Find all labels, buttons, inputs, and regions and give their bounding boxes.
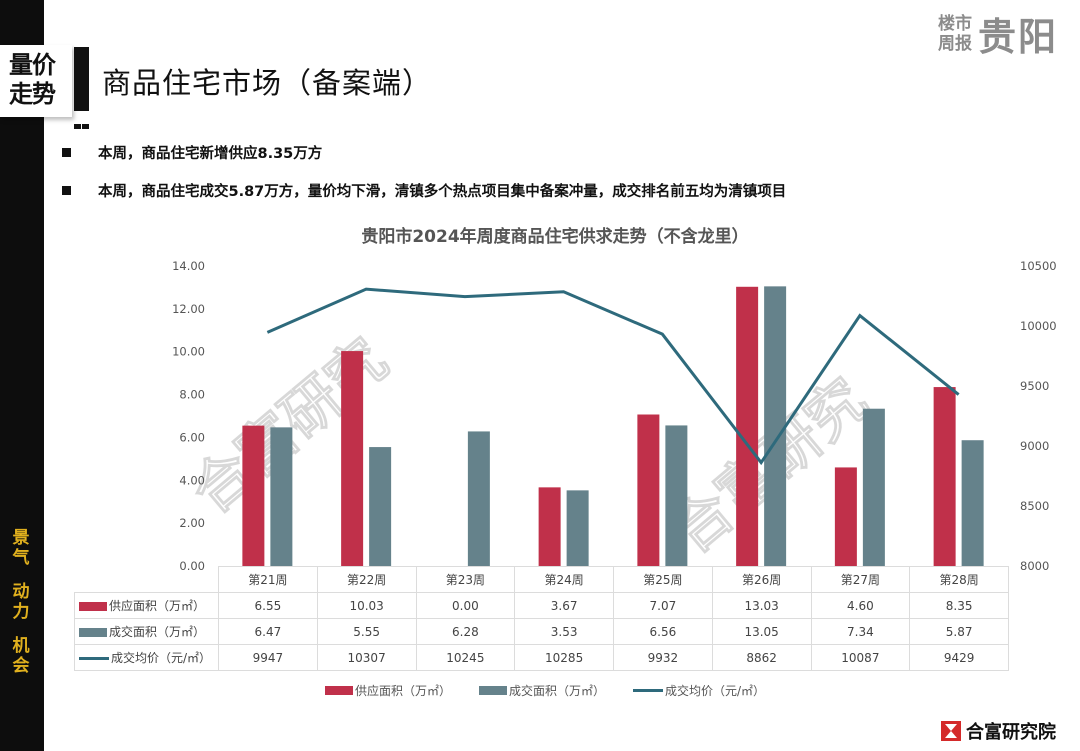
section-tag-text: 量价 走势: [9, 51, 69, 109]
price-line: [266, 287, 960, 466]
category-header: 第28周: [909, 566, 1009, 593]
svg-text:10000: 10000: [1020, 319, 1057, 333]
legend-label: 供应面积（万㎡）: [354, 684, 451, 698]
left-sidebar-bar: [0, 0, 44, 751]
row-label: 供应面积（万㎡）: [109, 599, 206, 613]
chart-legend: 供应面积（万㎡） 成交面积（万㎡） 成交均价（元/㎡）: [0, 682, 1080, 699]
table-row-deal: 成交面积（万㎡） 6.47 5.55 6.28 3.53 6.56 13.05 …: [74, 618, 1009, 645]
category-header: 第21周: [218, 566, 318, 593]
supply-swatch-icon: [79, 602, 107, 611]
table-cell: 13.05: [711, 618, 812, 645]
legend-label: 成交均价（元/㎡）: [664, 684, 766, 698]
page-title: 商品住宅市场（备案端）: [102, 66, 433, 100]
section-tag: 量价 走势: [0, 45, 72, 117]
legend-item-deal[interactable]: 成交面积（万㎡）: [478, 682, 605, 699]
table-cell: 3.53: [514, 618, 614, 645]
table-cell: 5.55: [316, 618, 417, 645]
side-label-1: 景气: [12, 528, 30, 568]
supply-swatch-icon: [324, 686, 353, 695]
svg-text:12.00: 12.00: [172, 302, 205, 316]
brand-city: 贵阳: [977, 15, 1058, 59]
title-accent-bar: [74, 47, 89, 111]
row-label: 成交面积（万㎡）: [109, 625, 206, 639]
brand-line2: 周报: [937, 33, 972, 54]
category-header: 第27周: [810, 566, 911, 593]
table-cell: 9932: [613, 644, 713, 671]
category-header: 第25周: [613, 566, 713, 593]
table-cell: 8862: [711, 644, 812, 671]
svg-text:6.00: 6.00: [179, 430, 205, 444]
chart-title: 贵阳市2024年周度商品住宅供求走势（不含龙里）: [361, 227, 749, 247]
table-cell: 10087: [810, 644, 911, 671]
svg-text:9000: 9000: [1020, 439, 1049, 453]
legend-item-supply[interactable]: 供应面积（万㎡）: [324, 682, 451, 699]
bullet-text: 本周，商品住宅成交5.87万方，量价均下滑，清镇多个热点项目集中备案冲量，成交排…: [98, 183, 787, 200]
svg-text:9500: 9500: [1020, 379, 1049, 393]
table-cell: 6.56: [613, 618, 713, 645]
legend-item-price[interactable]: 成交均价（元/㎡）: [632, 682, 766, 699]
table-cell: 6.47: [218, 618, 318, 645]
table-cell: 7.07: [613, 592, 713, 619]
svg-text:10.00: 10.00: [172, 345, 205, 359]
table-cell: 10285: [514, 644, 614, 671]
table-cell: 4.60: [810, 592, 911, 619]
table-header-row: 第21周 第22周 第23周 第24周 第25周 第26周 第27周 第28周: [74, 566, 1009, 593]
row-label: 成交均价（元/㎡）: [111, 651, 212, 665]
bullet-text: 本周，商品住宅新增供应8.35万方: [98, 145, 323, 162]
table-cell: 6.28: [415, 618, 516, 645]
company-logo: 合富研究院: [941, 718, 1056, 744]
y-axis-right: 8000 8500 9000 9500 10000 10500: [1020, 259, 1057, 573]
section-tag-line2: 走势: [9, 80, 56, 108]
chart-data-table: 第21周 第22周 第23周 第24周 第25周 第26周 第27周 第28周 …: [74, 566, 1009, 671]
category-header: 第26周: [711, 566, 812, 593]
table-cell: 10.03: [316, 592, 417, 619]
bullet-item: 本周，商品住宅新增供应8.35万方: [62, 142, 786, 162]
table-cell: 7.34: [810, 618, 911, 645]
side-label-2: 动力: [12, 582, 30, 622]
side-label-3: 机会: [12, 636, 30, 676]
svg-text:4.00: 4.00: [179, 473, 205, 487]
hourglass-logo-icon: [941, 721, 961, 741]
brand-logo-top: 楼市 周报 贵阳: [938, 6, 1058, 61]
svg-text:8.00: 8.00: [179, 388, 205, 402]
table-cell: 10245: [415, 644, 516, 671]
bar-series: [242, 286, 984, 566]
price-line-swatch-icon: [79, 657, 109, 660]
deal-swatch-icon: [478, 686, 507, 695]
svg-text:8000: 8000: [1020, 559, 1049, 573]
table-cell: 0.00: [415, 592, 516, 619]
svg-text:14.00: 14.00: [172, 259, 205, 273]
table-row-supply: 供应面积（万㎡） 6.55 10.03 0.00 3.67 7.07 13.03…: [74, 592, 1009, 619]
bullet-item: 本周，商品住宅成交5.87万方，量价均下滑，清镇多个热点项目集中备案冲量，成交排…: [62, 180, 786, 200]
category-header: 第24周: [514, 566, 614, 593]
price-line-swatch-icon: [632, 689, 663, 692]
title-accent-dots: [74, 114, 90, 129]
table-cell: 9947: [218, 644, 318, 671]
svg-text:8500: 8500: [1020, 499, 1049, 513]
bullet-list: 本周，商品住宅新增供应8.35万方 本周，商品住宅成交5.87万方，量价均下滑，…: [62, 142, 786, 218]
deal-swatch-icon: [79, 628, 107, 637]
brand-line1: 楼市: [937, 13, 972, 34]
svg-text:10500: 10500: [1020, 259, 1057, 273]
table-cell: 8.35: [909, 592, 1009, 619]
table-cell: 10307: [316, 644, 417, 671]
category-header: 第22周: [316, 566, 417, 593]
svg-text:2.00: 2.00: [179, 516, 205, 530]
logo-text: 合富研究院: [966, 722, 1056, 743]
section-tag-line1: 量价: [9, 51, 56, 79]
bullet-square-icon: [62, 147, 71, 157]
legend-label: 成交面积（万㎡）: [508, 684, 605, 698]
brand-small-text: 楼市 周报: [938, 14, 972, 54]
table-cell: 13.03: [711, 592, 812, 619]
bullet-square-icon: [62, 185, 71, 195]
table-row-price: 成交均价（元/㎡） 9947 10307 10245 10285 9932 88…: [74, 644, 1009, 671]
category-header: 第23周: [415, 566, 516, 593]
table-cell: 3.67: [514, 592, 614, 619]
table-cell: 5.87: [909, 618, 1009, 645]
table-cell: 6.55: [218, 592, 318, 619]
table-cell: 9429: [909, 644, 1009, 671]
side-labels: 景气 动力 机会: [9, 528, 33, 690]
